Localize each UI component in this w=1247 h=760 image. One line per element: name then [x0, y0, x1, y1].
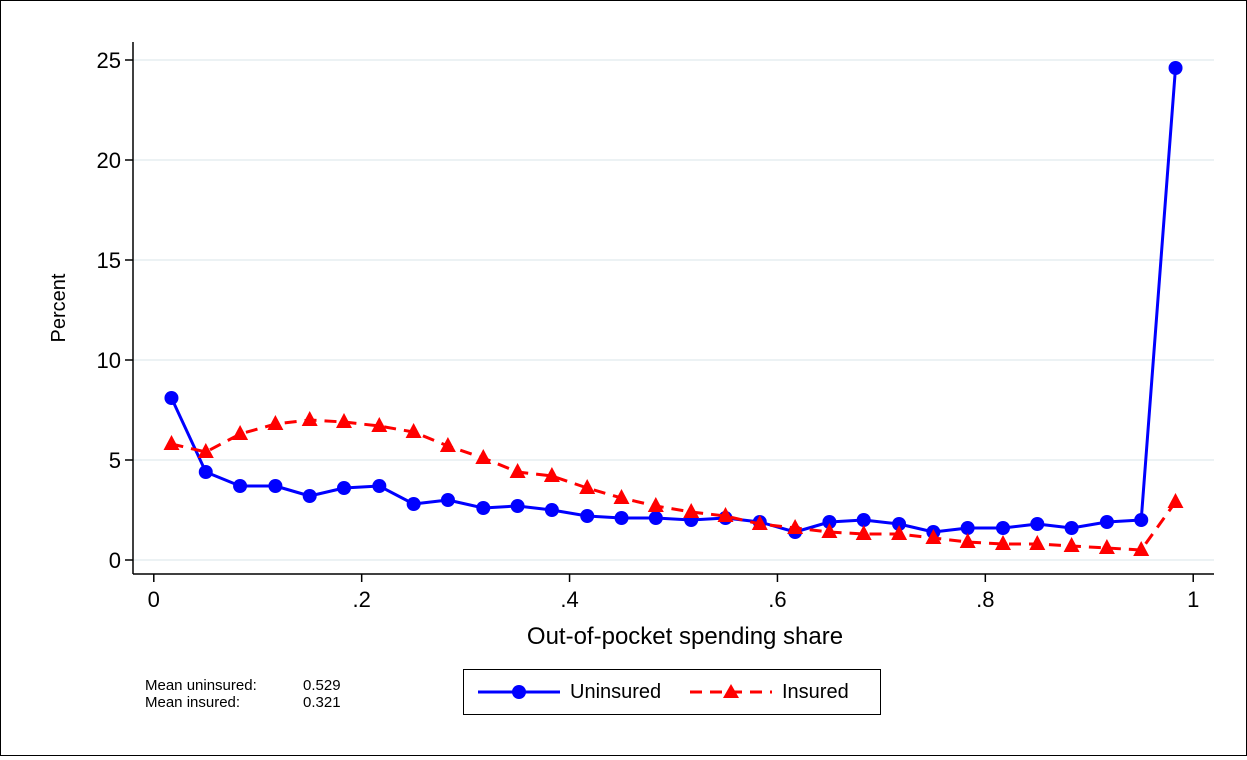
- y-tick-label-3: 15: [97, 248, 121, 273]
- x-tick-label-4: .8: [976, 587, 994, 612]
- y-tick-label-4: 20: [97, 148, 121, 173]
- data-point-insured-19: [821, 523, 838, 538]
- data-point-insured-28: [1133, 541, 1150, 556]
- data-point-uninsured-20: [856, 513, 871, 527]
- data-point-insured-15: [683, 503, 700, 518]
- data-point-insured-25: [1029, 535, 1046, 550]
- data-point-insured-13: [613, 489, 630, 504]
- data-point-uninsured-28: [1134, 513, 1149, 527]
- legend-label-insured: Insured: [782, 681, 849, 703]
- data-point-uninsured-1: [198, 465, 213, 479]
- data-point-insured-27: [1098, 539, 1115, 554]
- data-point-insured-17: [751, 515, 768, 530]
- data-point-insured-26: [1063, 537, 1080, 552]
- mean-uninsured-value: 0.529: [303, 677, 341, 694]
- series-layer: [163, 61, 1184, 556]
- legend-key-insured: [690, 684, 772, 698]
- data-point-uninsured-24: [995, 521, 1010, 535]
- data-point-uninsured-4: [302, 489, 317, 503]
- data-point-insured-6: [371, 417, 388, 432]
- data-point-uninsured-26: [1064, 521, 1079, 535]
- data-point-insured-12: [579, 479, 596, 494]
- x-tick-label-1: .2: [352, 587, 370, 612]
- data-point-insured-0: [163, 435, 180, 450]
- y-tick-label-0: 0: [109, 548, 121, 573]
- data-point-insured-2: [232, 425, 249, 440]
- mean-notes: Mean uninsured: 0.529 Mean insured: 0.321: [145, 677, 341, 711]
- data-point-insured-9: [475, 449, 492, 464]
- y-axis-label: Percent: [48, 273, 70, 342]
- data-point-insured-8: [439, 437, 456, 452]
- legend-label-uninsured: Uninsured: [570, 681, 662, 703]
- data-point-insured-3: [267, 415, 284, 430]
- series-insured: [163, 411, 1184, 556]
- data-point-uninsured-21: [892, 517, 907, 531]
- gridlines: [133, 59, 1214, 561]
- data-point-uninsured-13: [614, 511, 629, 525]
- series-line-uninsured: [170, 67, 1177, 534]
- data-point-insured-7: [405, 423, 422, 438]
- data-point-insured-23: [959, 533, 976, 548]
- data-point-uninsured-19: [822, 515, 837, 529]
- data-point-uninsured-10: [510, 499, 525, 513]
- data-point-insured-14: [647, 497, 664, 512]
- note-mean-uninsured: Mean uninsured: 0.529: [145, 677, 341, 694]
- data-point-insured-10: [509, 463, 526, 478]
- x-axis-label: Out-of-pocket spending share: [527, 623, 843, 650]
- legend: Uninsured Insured: [463, 669, 881, 715]
- x-tick-label-5: 1: [1187, 587, 1199, 612]
- data-point-insured-16: [717, 507, 734, 522]
- data-point-insured-11: [543, 467, 560, 482]
- data-point-uninsured-12: [580, 509, 595, 523]
- data-point-insured-24: [995, 535, 1011, 550]
- data-point-uninsured-8: [440, 493, 455, 507]
- legend-item-insured: Insured: [686, 670, 876, 714]
- data-point-uninsured-23: [960, 521, 975, 535]
- data-point-uninsured-2: [233, 479, 248, 493]
- mean-uninsured-label: Mean uninsured:: [145, 677, 257, 694]
- data-point-insured-5: [336, 413, 352, 428]
- x-tick-label-3: .6: [768, 587, 786, 612]
- legend-item-uninsured: Uninsured: [474, 670, 674, 714]
- data-point-insured-18: [787, 519, 804, 534]
- data-point-insured-20: [855, 525, 872, 540]
- data-point-uninsured-27: [1099, 515, 1114, 529]
- x-tick-label-2: .4: [560, 587, 578, 612]
- series-line-insured: [171, 418, 1177, 552]
- data-point-insured-21: [891, 525, 908, 540]
- data-point-uninsured-0: [164, 391, 179, 405]
- x-tick-label-0: 0: [148, 587, 160, 612]
- note-mean-insured: Mean insured: 0.321: [145, 694, 341, 711]
- data-point-uninsured-11: [544, 503, 559, 517]
- data-point-uninsured-14: [648, 511, 663, 525]
- y-tick-label-2: 10: [97, 348, 121, 373]
- data-point-uninsured-6: [372, 479, 387, 493]
- y-tick-label-1: 5: [109, 448, 121, 473]
- data-point-insured-22: [925, 529, 942, 544]
- series-uninsured: [164, 61, 1183, 539]
- data-point-uninsured-9: [476, 501, 491, 515]
- mean-insured-value: 0.321: [303, 694, 341, 711]
- data-point-insured-29: [1167, 493, 1184, 508]
- data-point-uninsured-7: [406, 497, 421, 511]
- data-point-insured-4: [301, 411, 318, 426]
- data-point-uninsured-25: [1030, 517, 1045, 531]
- data-point-insured-1: [197, 443, 214, 458]
- data-point-uninsured-29: [1168, 61, 1183, 75]
- mean-insured-label: Mean insured:: [145, 694, 241, 711]
- axes: 0 5 10 15 20 25 0 .2 .4 .6 .8 1: [97, 42, 1214, 612]
- y-tick-label-5: 25: [97, 48, 121, 73]
- data-point-uninsured-3: [268, 479, 283, 493]
- legend-key-uninsured: [478, 685, 560, 699]
- data-point-uninsured-5: [337, 481, 352, 495]
